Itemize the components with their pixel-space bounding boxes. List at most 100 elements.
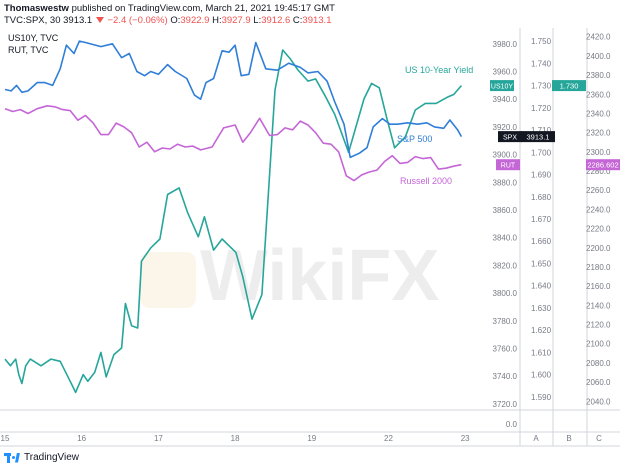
y-tick-rut: 2040.0 [586, 397, 611, 406]
series-label-rut: Russell 2000 [400, 176, 452, 186]
x-tick: 19 [307, 434, 316, 443]
y-tick-rut: 2200.0 [586, 244, 611, 253]
y-tick-rut: 2420.0 [586, 33, 611, 42]
y-tick-yield: 1.740 [531, 59, 552, 68]
y-tick-spx: 3920.0 [493, 123, 518, 132]
y-tick-yield: 1.590 [531, 393, 552, 402]
y-tick-spx: 3820.0 [493, 261, 518, 270]
y-tick-yield: 1.690 [531, 171, 552, 180]
open-label: O: [170, 15, 181, 26]
header-line-1: Thomaswestw published on TradingView.com… [4, 3, 335, 15]
y-tick-rut: 2060.0 [586, 378, 611, 387]
high-value: 3927.9 [221, 15, 251, 26]
y-tick-yield: 1.680 [531, 193, 552, 202]
header-line-2: TVC:SPX, 30 3913.1 −2.4 (−0.06%) O:3922.… [4, 15, 331, 27]
tradingview-logo-icon [4, 452, 20, 463]
y-tick-yield: 1.650 [531, 259, 552, 268]
y-tick-rut: 2220.0 [586, 225, 611, 234]
published-text: published on TradingView.com, March 21, … [71, 3, 335, 14]
y-tick-yield: 1.700 [531, 148, 552, 157]
y-tick-yield: 1.670 [531, 215, 552, 224]
tag-name-us10y: US10Y [491, 84, 514, 91]
y-tick-rut: 2100.0 [586, 340, 611, 349]
y-tick-rut: 2120.0 [586, 321, 611, 330]
low-value: 3912.6 [261, 15, 291, 26]
x-tick: 18 [231, 434, 240, 443]
y-tick-rut: 2180.0 [586, 263, 611, 272]
series-label-us10y: US 10-Year Yield [405, 65, 473, 75]
y-tick-yield: 1.730 [531, 82, 552, 91]
series-line-us10y [4, 49, 463, 394]
tag-name-bg-us10y [490, 80, 514, 92]
y-tick-yield: 1.710 [531, 126, 552, 135]
y-tick-yield: 1.610 [531, 348, 552, 357]
y-tick-rut: 2300.0 [586, 148, 611, 157]
y-tick-yield: 1.630 [531, 304, 552, 313]
author-name[interactable]: Thomaswestw [4, 3, 69, 14]
y-tick-rut: 2400.0 [586, 52, 611, 61]
y-tick-spx: 3780.0 [493, 317, 518, 326]
tag-name-bg-rut [496, 159, 520, 171]
y-tick-spx: 3760.0 [493, 344, 518, 353]
tag-value-spx: 3913.1 [527, 133, 550, 142]
y-tick-spx: 3860.0 [493, 206, 518, 215]
y-tick-rut: 2260.0 [586, 186, 611, 195]
price-change: −2.4 (−0.06%) [107, 15, 168, 26]
close-label: C: [292, 15, 303, 26]
y-tick-rut: 2140.0 [586, 301, 611, 310]
symbol-label[interactable]: TVC:SPX, 30 [4, 15, 61, 26]
series-line-rut [4, 105, 462, 182]
x-tick: 17 [154, 434, 163, 443]
wikifx-watermark: WikiFX [140, 236, 439, 316]
watermark-text: WikiFX [200, 236, 439, 316]
bottom-pane-tick: 0.0 [506, 420, 518, 429]
y-tick-rut: 2320.0 [586, 129, 611, 138]
pane-letter: B [566, 434, 571, 443]
last-price: 3913.1 [63, 15, 93, 26]
close-value: 3913.1 [302, 15, 332, 26]
tag-name-rut: RUT [501, 163, 516, 170]
y-tick-spx: 3740.0 [493, 372, 518, 381]
open-value: 3922.9 [180, 15, 210, 26]
tag-name-bg-spx [498, 131, 522, 143]
low-label: L: [253, 15, 262, 26]
y-tick-yield: 1.600 [531, 371, 552, 380]
y-tick-rut: 2380.0 [586, 71, 611, 80]
y-tick-yield: 1.660 [531, 237, 552, 246]
series-line-spx [4, 40, 463, 159]
x-tick: 23 [461, 434, 470, 443]
tag-value-bg-rut [586, 159, 620, 171]
pane-letter: A [533, 434, 539, 443]
overlay-legend-us10y[interactable]: US10Y, TVC [8, 33, 59, 43]
y-tick-rut: 2240.0 [586, 205, 611, 214]
y-tick-spx: 3840.0 [493, 234, 518, 243]
y-tick-spx: 3880.0 [493, 178, 518, 187]
watermark-logo-icon [140, 252, 196, 308]
y-tick-spx: 3720.0 [493, 400, 518, 409]
y-tick-yield: 1.620 [531, 326, 552, 335]
overlay-legend-rut[interactable]: RUT, TVC [8, 45, 49, 55]
y-tick-yield: 1.640 [531, 282, 552, 291]
y-tick-spx: 3940.0 [493, 95, 518, 104]
x-tick: 22 [384, 434, 393, 443]
tag-name-spx: SPX [503, 135, 517, 142]
footer: TradingView [4, 452, 79, 463]
footer-brand[interactable]: TradingView [24, 452, 80, 463]
y-tick-rut: 2340.0 [586, 109, 611, 118]
tag-value-rut: 2286.602 [587, 161, 618, 170]
y-tick-spx: 3960.0 [493, 68, 518, 77]
down-triangle-icon [95, 17, 104, 24]
y-tick-rut: 2360.0 [586, 90, 611, 99]
y-tick-yield: 1.750 [531, 37, 552, 46]
series-label-spx: S&P 500 [397, 134, 432, 144]
x-tick: 15 [1, 434, 10, 443]
tag-value-bg-spx [521, 131, 555, 143]
tag-value-bg-us10y [552, 80, 586, 92]
y-tick-spx: 3900.0 [493, 151, 518, 160]
y-tick-spx: 3800.0 [493, 289, 518, 298]
y-tick-yield: 1.720 [531, 104, 552, 113]
y-tick-spx: 3980.0 [493, 40, 518, 49]
y-tick-rut: 2160.0 [586, 282, 611, 291]
pane-letter: C [596, 434, 602, 443]
